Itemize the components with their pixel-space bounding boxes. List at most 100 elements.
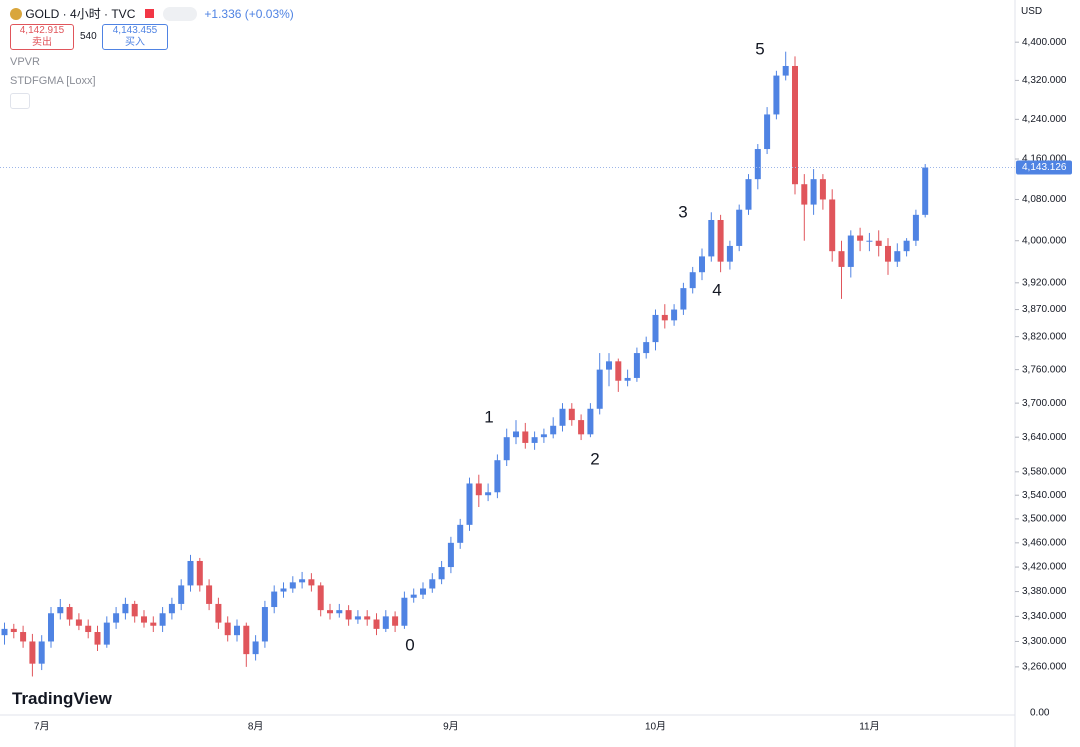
candle-body: [764, 114, 771, 150]
candle-body: [847, 235, 854, 267]
status-pill[interactable]: [163, 7, 198, 21]
candle-body: [308, 579, 315, 586]
wave-label: 3: [678, 202, 687, 221]
candle-body: [912, 214, 919, 241]
sell-button[interactable]: 4,142.915 卖出: [10, 24, 74, 50]
candle-body: [252, 641, 259, 655]
spread: 540: [80, 31, 97, 42]
y-tick-label: 3,460.000: [1022, 537, 1067, 548]
candle-body: [596, 369, 603, 409]
y-tick-label: 3,920.000: [1022, 277, 1067, 288]
candle-body: [540, 434, 547, 438]
candle-body: [513, 431, 519, 438]
candle-body: [168, 603, 175, 614]
candle-body: [94, 632, 101, 645]
symbol-line: GOLD · 4小时 · TVC +1.336 (+0.03%): [10, 5, 294, 22]
candle-body: [503, 437, 510, 461]
candle-body: [717, 219, 724, 262]
candle-body: [550, 425, 557, 435]
indicator[interactable]: STDFGMA [Loxx]: [10, 75, 96, 87]
y-tick-label: 3,540.000: [1022, 490, 1067, 501]
candle-body: [699, 256, 705, 273]
candle-body: [624, 377, 631, 381]
candle-body: [578, 420, 585, 435]
candle-body: [829, 199, 836, 252]
currency[interactable]: USD: [1021, 6, 1043, 17]
x-tick-label: 8月: [248, 721, 264, 733]
candle-body: [392, 616, 399, 626]
candle-body: [280, 588, 287, 592]
candle-body: [652, 314, 659, 343]
candle-body: [354, 616, 361, 620]
buy-button[interactable]: 4,143.455 买入: [102, 24, 168, 50]
candle-body: [429, 579, 436, 589]
candle-body: [48, 613, 54, 642]
candle-body: [215, 603, 222, 623]
candle-body: [122, 603, 129, 614]
candle-body: [726, 245, 733, 262]
volume-axis-label: 0.00: [1030, 708, 1050, 719]
flag[interactable]: [144, 9, 154, 18]
candle-body: [75, 619, 82, 626]
candle-body: [187, 560, 194, 586]
candle-body: [838, 251, 845, 267]
candle-body: [373, 619, 380, 629]
candle-body: [224, 622, 231, 636]
y-tick-label: 3,640.000: [1022, 432, 1067, 443]
candle-body: [494, 460, 501, 493]
collapse-button[interactable]: [10, 93, 30, 109]
sell-price: 4,142.915: [19, 25, 65, 36]
candle-body: [866, 240, 873, 242]
candle-body: [103, 622, 110, 645]
candle-body: [131, 603, 138, 617]
candle-body: [680, 288, 687, 310]
candle-body: [447, 542, 454, 568]
candle-body: [903, 240, 910, 252]
candle-body: [810, 179, 817, 205]
candle-body: [782, 65, 789, 76]
y-tick-label: 3,340.000: [1022, 611, 1067, 622]
candle-body: [336, 610, 343, 614]
candle-body: [1, 628, 8, 636]
y-tick-label: 3,700.000: [1022, 398, 1067, 409]
candle-body: [206, 585, 213, 604]
candle-body: [10, 628, 17, 633]
candle-body: [401, 597, 408, 626]
y-tick-label: 4,400.000: [1022, 37, 1067, 48]
y-tick-label: 3,820.000: [1022, 331, 1067, 342]
candle-body: [894, 251, 901, 262]
symbol-icon: [10, 8, 22, 20]
y-tick-label: 4,320.000: [1022, 75, 1067, 86]
wave-label: 1: [484, 407, 493, 426]
candle-body: [20, 632, 27, 642]
candle-body: [633, 353, 640, 378]
candle-body: [801, 184, 808, 205]
candle-body: [643, 342, 650, 354]
buy-label: 买入: [125, 37, 145, 48]
wave-label: 0: [405, 635, 414, 654]
symbol[interactable]: GOLD · 4小时 · TVC: [25, 7, 136, 21]
y-tick-label: 3,380.000: [1022, 586, 1067, 597]
candle-body: [410, 594, 417, 598]
candle-body: [113, 613, 120, 623]
candle-body: [485, 492, 492, 496]
y-tick-label: 3,500.000: [1022, 514, 1067, 525]
y-tick-label: 3,870.000: [1022, 304, 1067, 315]
logo: TradingView: [12, 689, 112, 708]
candle-body: [466, 483, 473, 525]
y-tick-label: 4,000.000: [1022, 235, 1067, 246]
candle-body: [671, 309, 678, 321]
candle-body: [559, 408, 566, 426]
candle-body: [141, 616, 147, 623]
candle-body: [568, 408, 575, 421]
candle-body: [754, 149, 761, 180]
candle-body: [271, 591, 278, 608]
candle-body: [178, 585, 185, 604]
candle-body: [150, 622, 157, 626]
indicator[interactable]: VPVR: [10, 56, 40, 68]
candle-body: [773, 75, 780, 115]
candle-body: [475, 483, 482, 496]
last-price-badge: [1016, 160, 1072, 175]
